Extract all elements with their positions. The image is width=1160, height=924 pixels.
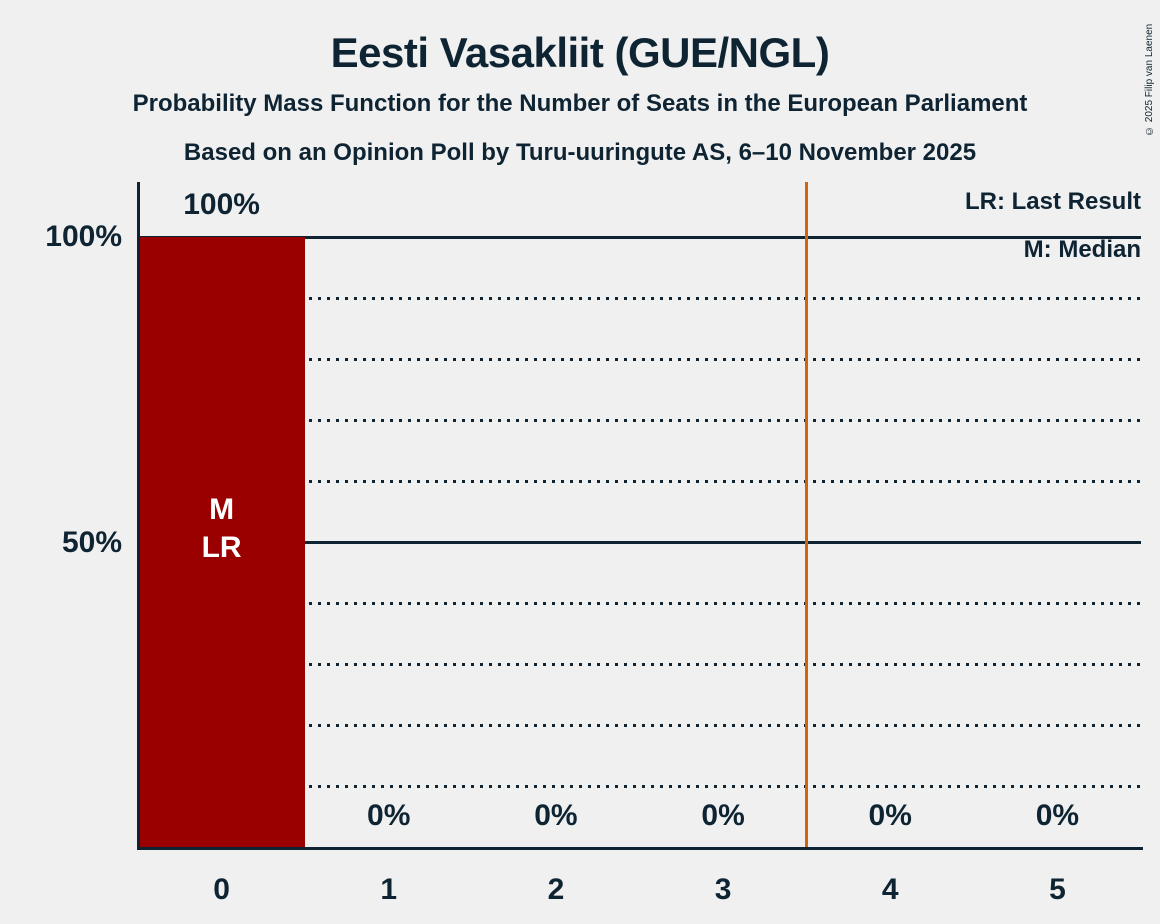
bar-seats-0 — [139, 237, 305, 848]
gridline-60pct — [138, 479, 1141, 483]
x-tick-4: 4 — [881, 873, 899, 906]
y-tick-100%: 100% — [45, 220, 122, 253]
gridline-80pct — [138, 357, 1141, 361]
x-tick-1: 1 — [380, 873, 398, 906]
bar-value-label-0: 100% — [183, 188, 260, 221]
copyright-notice: © 2025 Filip van Laenen — [1144, 23, 1155, 136]
bar-value-label-1: 0% — [367, 799, 411, 832]
x-tick-2: 2 — [547, 873, 565, 906]
gridline-40pct — [138, 602, 1141, 606]
x-axis-line — [136, 846, 1143, 850]
gridline-70pct — [138, 418, 1141, 422]
gridline-30pct — [138, 663, 1141, 667]
chart-source-line: Based on an Opinion Poll by Turu-uuringu… — [183, 139, 977, 166]
x-tick-3: 3 — [714, 873, 732, 906]
gridline-90pct — [138, 296, 1141, 300]
gridline-100pct — [138, 235, 1141, 239]
gridline-20pct — [138, 724, 1141, 728]
bar-value-label-4: 0% — [868, 799, 912, 832]
legend-last-result: LR: Last Result — [964, 188, 1141, 215]
x-tick-5: 5 — [1049, 873, 1066, 906]
y-axis-line — [136, 182, 140, 848]
legend-median: M: Median — [1023, 236, 1141, 263]
page-title: Eesti Vasakliit (GUE/NGL) — [330, 29, 830, 76]
gridline-50pct — [138, 541, 1141, 544]
bar-value-label-2: 0% — [534, 799, 578, 832]
chart-subtitle: Probability Mass Function for the Number… — [132, 90, 1028, 117]
bar-annotation-m-lr: M LR — [201, 492, 242, 564]
gridline-10pct — [138, 785, 1141, 789]
bar-value-label-3: 0% — [701, 799, 745, 832]
x-tick-0: 0 — [213, 873, 230, 906]
y-tick-50%: 50% — [61, 525, 122, 559]
majority-threshold-line — [805, 182, 809, 848]
bar-value-label-5: 0% — [1035, 799, 1080, 832]
